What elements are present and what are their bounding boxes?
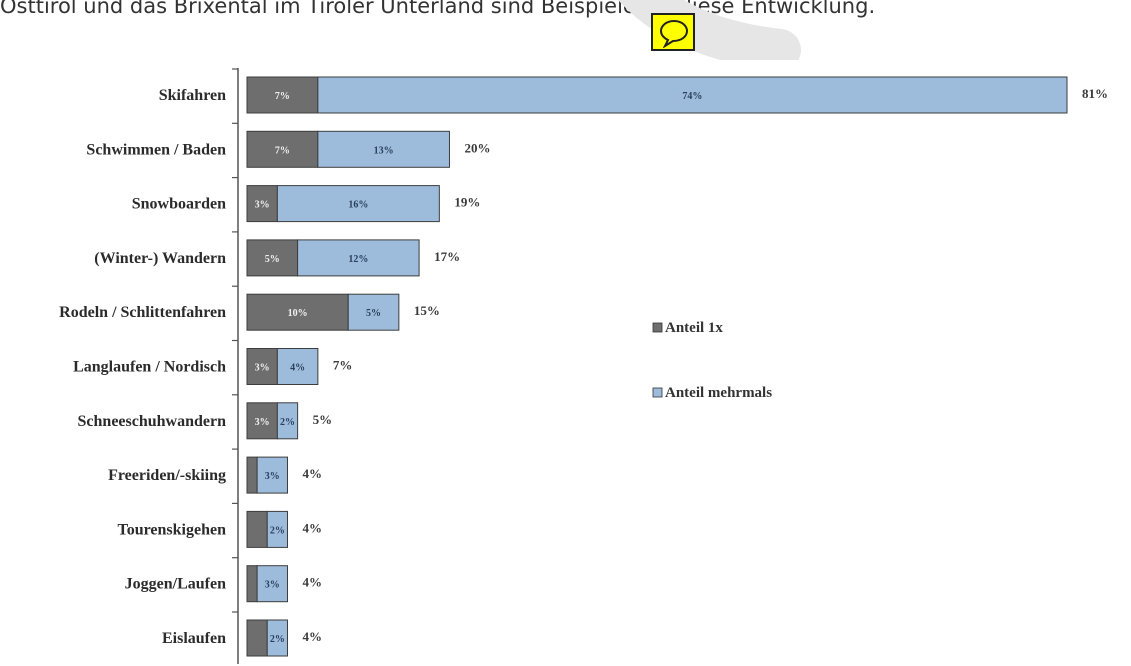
bar-3-multiple: [276, 185, 440, 223]
segment-label-once: 3%: [255, 200, 270, 211]
category-label: Eislaufen: [162, 630, 226, 647]
category-label: Joggen/Laufen: [125, 576, 226, 593]
comment-button[interactable]: [651, 13, 695, 51]
bar-10-once: [246, 565, 258, 603]
bar-5-multiple: [347, 293, 400, 331]
segment-label-multiple: 12%: [348, 254, 368, 265]
bar-9-once: [246, 510, 268, 548]
bar-8-multiple: [256, 456, 288, 494]
legend-label-once: Anteil 1x: [665, 320, 723, 336]
total-label: 15%: [414, 303, 440, 318]
segment-label-once: 7%: [275, 145, 290, 156]
segment-label-multiple: 4%: [290, 363, 305, 374]
category-label: Skifahren: [159, 87, 226, 104]
total-label: 7%: [333, 358, 353, 373]
bar-9-multiple: [266, 510, 288, 548]
category-label: Schneeschuhwandern: [78, 413, 227, 430]
segment-label-multiple: 74%: [682, 91, 702, 102]
segment-label-multiple: 5%: [366, 308, 381, 319]
total-label: 4%: [302, 520, 322, 535]
segment-label-once: 3%: [255, 363, 270, 374]
bar-11-once: [246, 619, 268, 657]
bar-7-multiple: [276, 402, 299, 440]
category-label: Langlaufen / Nordisch: [73, 359, 226, 376]
bar-7-once: [246, 402, 278, 440]
total-label: 4%: [302, 466, 322, 481]
segment-label-multiple: 2%: [270, 525, 285, 536]
legend-swatch-once: [652, 322, 663, 333]
total-label: 4%: [302, 575, 322, 590]
total-label: 5%: [313, 412, 333, 427]
category-label: Schwimmen / Baden: [86, 141, 226, 158]
segment-label-multiple: 2%: [270, 634, 285, 645]
segment-label-multiple: 3%: [265, 580, 280, 591]
category-label: Freeriden/-skiing: [108, 467, 226, 484]
legend: Anteil 1x Anteil mehrmals: [652, 320, 772, 401]
category-label: Rodeln / Schlittenfahren: [59, 304, 226, 321]
category-label: (Winter-) Wandern: [94, 250, 226, 267]
bar-6-once: [246, 348, 278, 385]
bar-3-once: [246, 185, 278, 223]
segment-label-once: 7%: [275, 91, 290, 102]
bar-4-once: [246, 239, 299, 277]
bar-2-once: [246, 130, 319, 168]
bar-11-multiple: [266, 619, 288, 657]
legend-swatch-multiple: [652, 387, 663, 398]
legend-label-multiple: Anteil mehrmals: [665, 385, 772, 401]
segment-label-multiple: 2%: [280, 417, 295, 428]
bar-2-multiple: [317, 130, 450, 168]
bar-8-once: [246, 456, 258, 494]
segment-label-multiple: 16%: [348, 200, 368, 211]
total-label: 20%: [464, 140, 490, 155]
bar-10-multiple: [256, 565, 288, 603]
total-label: 4%: [302, 629, 322, 644]
bar-6-multiple: [276, 348, 319, 385]
segment-label-once: 10%: [288, 308, 308, 319]
category-label: Snowboarden: [132, 196, 226, 213]
segment-label-once: 5%: [265, 254, 280, 265]
segment-label-once: 3%: [255, 417, 270, 428]
total-label: 19%: [454, 195, 480, 210]
bar-4-multiple: [297, 239, 420, 277]
segment-label-multiple: 3%: [265, 471, 280, 482]
total-label: 17%: [434, 249, 460, 264]
category-label: Tourenskigehen: [118, 521, 227, 538]
speech-bubble-icon: [659, 19, 689, 48]
bar-1-multiple: [317, 76, 1068, 114]
segment-label-multiple: 13%: [374, 145, 394, 156]
total-label: 81%: [1082, 86, 1108, 101]
